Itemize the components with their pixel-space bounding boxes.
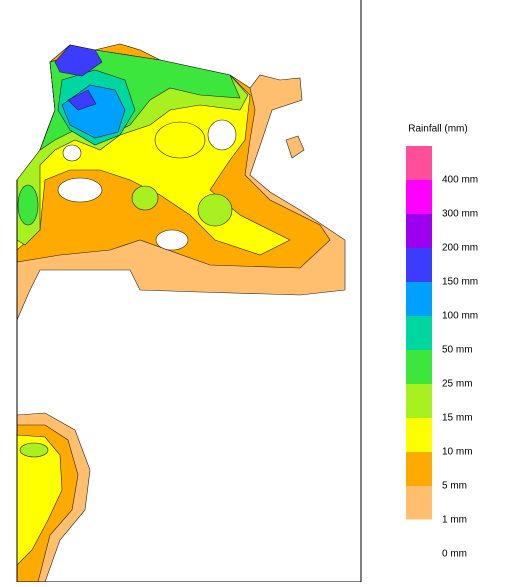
legend-label: 100 mm <box>442 311 478 322</box>
rain-0mm <box>57 177 103 203</box>
legend-label: 0 mm <box>442 549 467 560</box>
rain-0mm <box>207 119 237 151</box>
rain-10mm <box>154 121 206 159</box>
rain-150mm <box>67 89 97 111</box>
map <box>16 43 346 583</box>
legend-label: 400 mm <box>442 175 478 186</box>
legend: 400 mm 300 mm 200 mm 150 mm 100 mm 50 mm 25 mm… <box>405 146 478 560</box>
legend-swatch <box>406 180 432 214</box>
legend-label: 200 mm <box>442 243 478 254</box>
legend-swatch <box>406 146 432 180</box>
island <box>285 135 305 159</box>
legend-swatch <box>406 486 432 520</box>
legend-title: Rainfall (mm) <box>408 124 467 135</box>
rain-0mm <box>62 144 82 162</box>
legend-label: 15 mm <box>442 413 473 424</box>
rain-10mm <box>16 434 63 566</box>
legend-label: 1 mm <box>442 515 467 526</box>
legend-swatch <box>405 519 433 555</box>
legend-label: 50 mm <box>442 345 473 356</box>
legend-label: 150 mm <box>442 277 478 288</box>
legend-swatch <box>406 214 432 248</box>
legend-swatch <box>406 452 432 486</box>
legend-label: 300 mm <box>442 209 478 220</box>
rain-25mm <box>131 185 159 211</box>
legend-label: 10 mm <box>442 447 473 458</box>
legend-label: 5 mm <box>442 481 467 492</box>
legend-swatch <box>406 248 432 282</box>
legend-swatch <box>406 316 432 350</box>
rain-25mm <box>19 442 49 458</box>
legend-swatch <box>406 282 432 316</box>
legend-swatch <box>406 418 432 452</box>
rain-0mm <box>155 229 189 251</box>
legend-swatch <box>406 350 432 384</box>
rain-25mm <box>197 193 233 227</box>
legend-label: 25 mm <box>442 379 473 390</box>
legend-swatch <box>406 384 432 418</box>
rain-150mm <box>54 44 103 77</box>
rain-25mm <box>17 184 39 226</box>
